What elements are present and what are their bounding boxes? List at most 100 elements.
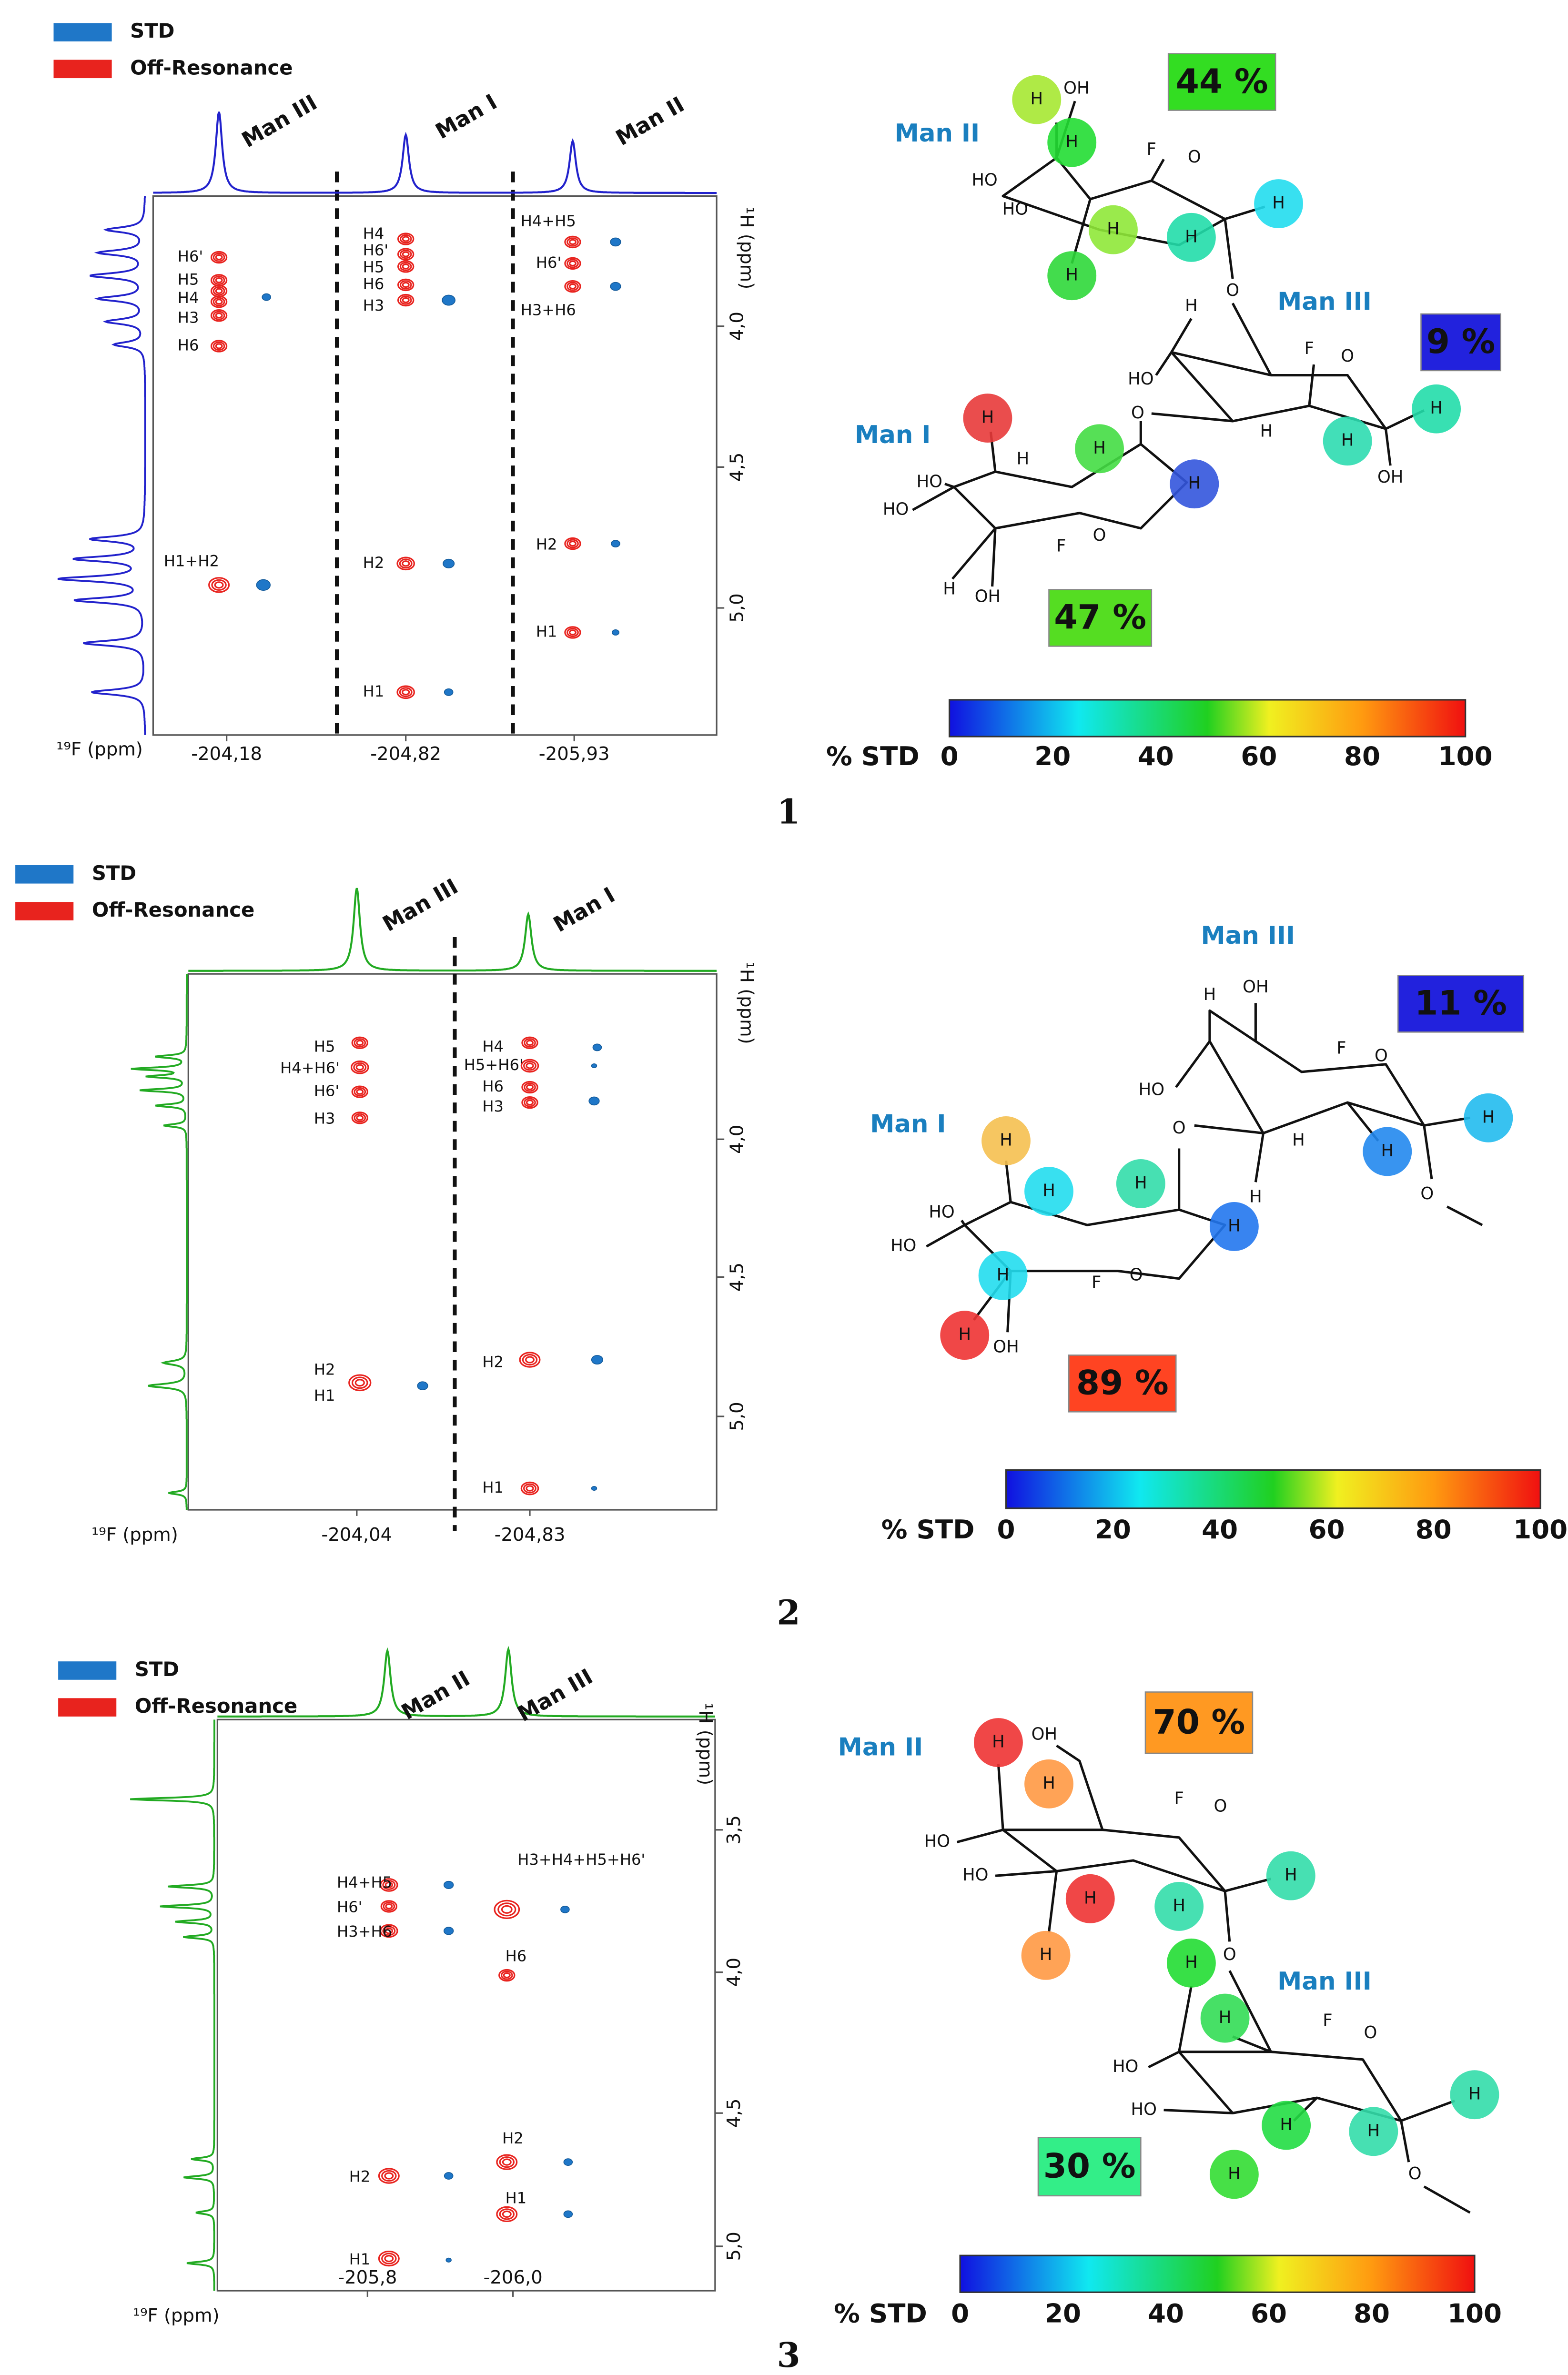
peak-label: H1 xyxy=(536,622,557,640)
off-resonance-peak xyxy=(212,341,225,351)
atom-label: O xyxy=(1408,2164,1422,2183)
std-site xyxy=(1047,118,1097,167)
atom-label: H xyxy=(1185,227,1198,246)
off-resonance-peak xyxy=(520,1481,539,1496)
off-resonance-peak xyxy=(502,2158,512,2166)
colorbar-tick-label: 80 xyxy=(1354,2298,1390,2329)
std-peak xyxy=(444,688,454,696)
peak-label: H4 xyxy=(178,289,199,307)
off-resonance-peak xyxy=(354,1087,366,1097)
legend-swatch xyxy=(58,1698,117,1717)
y-tick-label: 4,0 xyxy=(727,312,748,341)
std-site xyxy=(1012,75,1062,124)
peak-label: H3 xyxy=(314,1109,335,1127)
off-resonance-peak xyxy=(399,295,412,305)
x-tick-label: -206,0 xyxy=(484,2267,543,2288)
y-tick-label: 5,0 xyxy=(727,593,748,622)
colorbar-tick-label: 20 xyxy=(1045,2298,1081,2329)
off-resonance-peak xyxy=(568,239,577,245)
y-tick-label: 4,0 xyxy=(727,1125,748,1154)
off-resonance-peak xyxy=(564,537,581,550)
colorbar-tick-label: 40 xyxy=(1202,1514,1238,1545)
std-site xyxy=(1323,416,1372,466)
atom-label: F xyxy=(1305,339,1314,358)
peak-label: H1 xyxy=(506,2189,527,2207)
std-peak xyxy=(443,1880,454,1889)
off-resonance-peak xyxy=(210,295,228,308)
off-resonance-peak xyxy=(501,1905,513,1914)
projection-h1 xyxy=(57,196,146,735)
off-resonance-peak xyxy=(568,260,577,267)
panel-number: 2 xyxy=(777,1593,800,1632)
atom-label: OH xyxy=(1063,79,1089,98)
off-resonance-peak xyxy=(399,687,413,697)
std-site xyxy=(1363,1127,1412,1176)
legend-swatch xyxy=(53,23,112,41)
spectrum-frame xyxy=(187,973,718,1511)
peak-label: H6 xyxy=(506,1947,527,1965)
std-site xyxy=(963,394,1012,443)
off-resonance-peak xyxy=(208,577,230,593)
off-resonance-peak xyxy=(348,1374,372,1392)
off-resonance-peak xyxy=(354,1379,365,1387)
off-resonance-peak xyxy=(215,343,223,349)
residue-name: Man II xyxy=(838,1733,923,1761)
std-box xyxy=(1048,589,1153,647)
off-resonance-peak xyxy=(526,1040,534,1046)
off-resonance-peak xyxy=(210,251,228,264)
off-resonance-peak xyxy=(564,626,581,639)
off-resonance-peak xyxy=(498,1969,516,1982)
legend-label: STD xyxy=(92,861,136,885)
off-resonance-peak xyxy=(502,2210,512,2218)
atom-label: HO xyxy=(1128,369,1153,389)
atom-label: H xyxy=(981,408,994,427)
atom-label: HO xyxy=(1002,199,1028,219)
peak-label: H3 xyxy=(482,1097,504,1115)
colorbar-tick-label: 100 xyxy=(1513,1514,1568,1545)
off-resonance-peak xyxy=(353,1062,367,1072)
off-resonance-peak xyxy=(215,299,223,305)
y-tick-label: 5,0 xyxy=(723,2232,745,2261)
atom-label: H xyxy=(1280,2115,1293,2134)
std-box xyxy=(1068,1354,1177,1413)
x-tick-label: -204,04 xyxy=(321,1524,392,1546)
colorbar xyxy=(1005,1469,1541,1509)
off-resonance-peak xyxy=(212,253,225,262)
off-resonance-peak xyxy=(520,1059,539,1073)
off-resonance-peak xyxy=(381,2170,397,2182)
y-tick-label: 3,5 xyxy=(723,1815,745,1844)
std-percent: 9 % xyxy=(1426,322,1496,361)
atom-label: HO xyxy=(883,499,909,519)
peak-label: H1+H2 xyxy=(164,552,219,570)
atom-label: OH xyxy=(975,587,1001,606)
off-resonance-peak xyxy=(402,297,410,303)
std-site xyxy=(1021,1930,1071,1980)
panel-number: 1 xyxy=(777,792,800,831)
atom-label: HO xyxy=(917,472,942,492)
atom-label: HO xyxy=(1139,1080,1164,1099)
std-percent: 47 % xyxy=(1054,597,1146,637)
std-peak xyxy=(262,293,272,301)
off-resonance-peak xyxy=(526,1062,534,1069)
off-resonance-peak xyxy=(210,340,228,353)
atom-label: O xyxy=(1341,346,1354,366)
residue-label: Man I xyxy=(431,89,501,144)
off-resonance-peak xyxy=(381,2253,397,2264)
atom-label: H xyxy=(1134,1173,1147,1193)
std-site xyxy=(974,1718,1023,1767)
x-axis-label: ¹⁹F (ppm) xyxy=(56,738,143,760)
std-percent: 30 % xyxy=(1043,2146,1136,2185)
off-resonance-peak xyxy=(496,2154,518,2170)
off-resonance-peak xyxy=(402,263,410,270)
legend-swatch xyxy=(15,865,74,884)
off-resonance-peak xyxy=(568,629,577,636)
peak-label: H6 xyxy=(363,275,384,293)
atom-label: H xyxy=(1228,1216,1241,1235)
off-resonance-peak xyxy=(396,685,415,699)
atom-label: H xyxy=(992,1732,1005,1752)
atom-label: H xyxy=(1272,193,1285,213)
off-resonance-peak xyxy=(401,560,410,567)
atom-label: F xyxy=(1056,536,1066,556)
off-resonance-peak xyxy=(210,309,228,322)
std-site xyxy=(1116,1159,1165,1208)
